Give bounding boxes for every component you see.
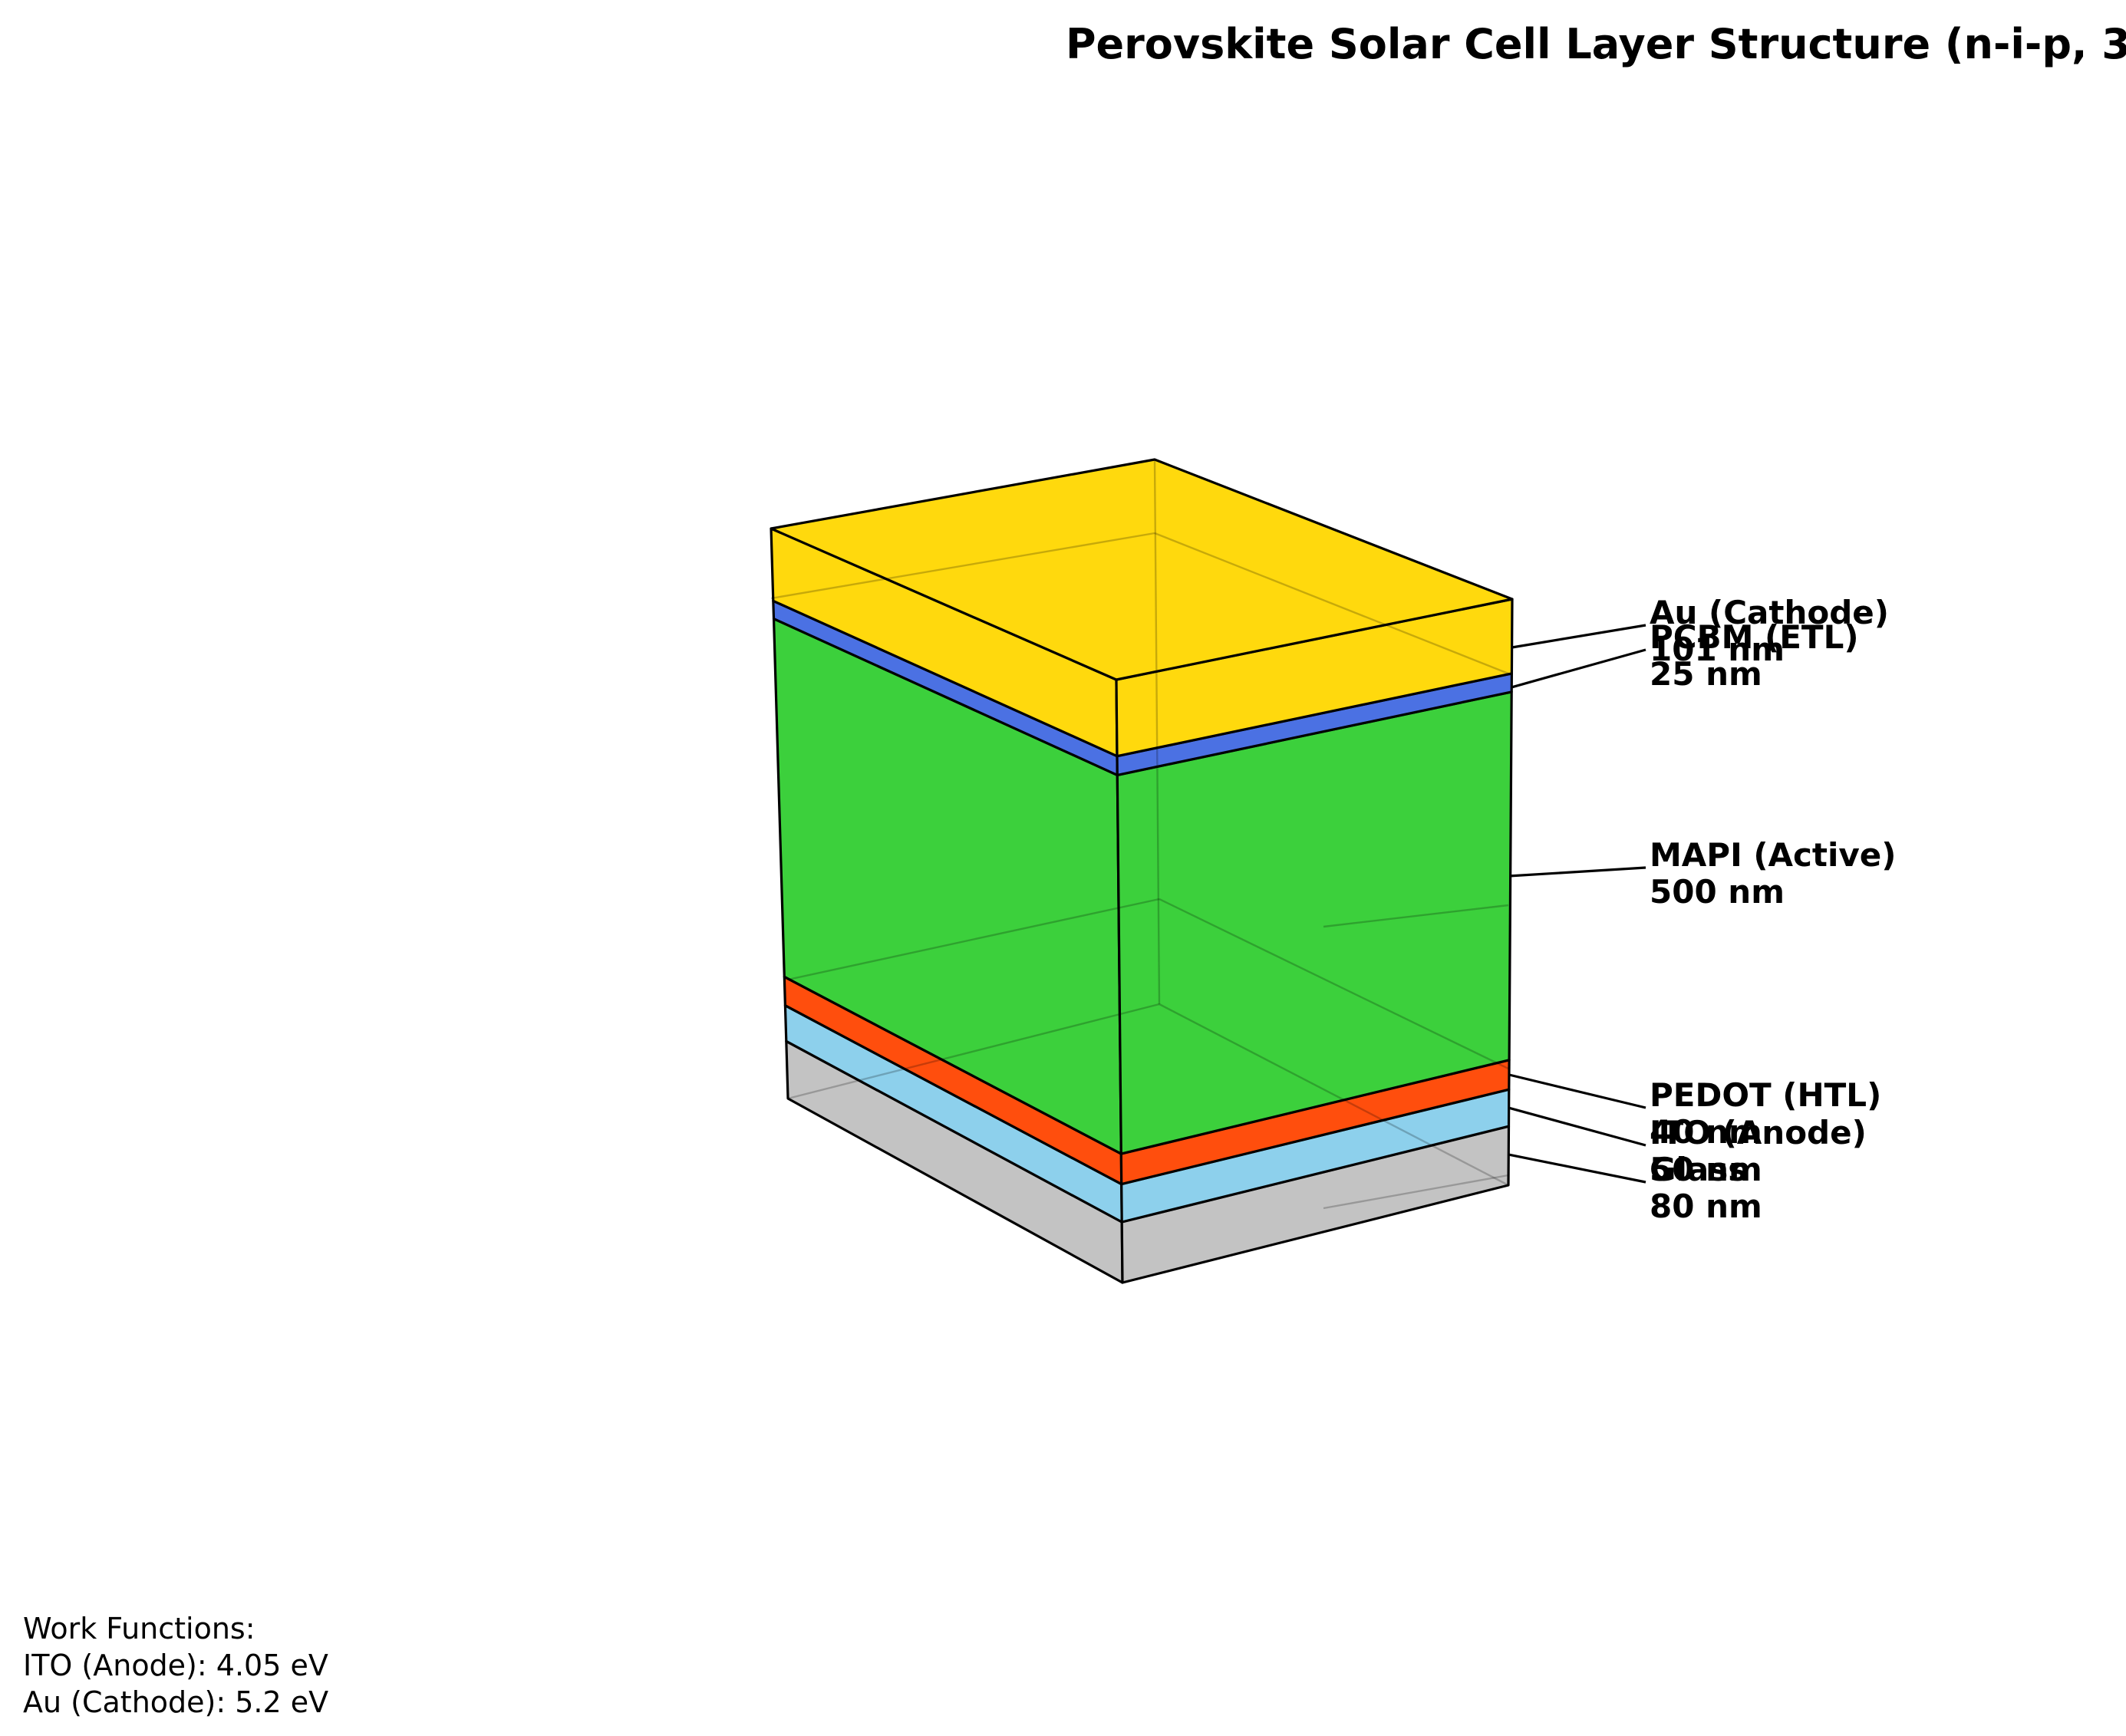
label-au: Au (Cathode) 101 nm	[1650, 594, 1889, 668]
hidden-edge-3	[787, 898, 1160, 981]
label-mapi-thickness: 500 nm	[1650, 873, 1785, 911]
label-mapi: MAPI (Active) 500 nm	[1650, 836, 1896, 911]
hidden-edge-5	[770, 532, 1155, 600]
label-ito-thickness: 50 nm	[1650, 1151, 1762, 1188]
hidden-edge-2	[1159, 1003, 1509, 1187]
hidden-edge-8	[1323, 1174, 1509, 1210]
label-au-thickness: 101 nm	[1650, 631, 1785, 668]
layer-au	[770, 458, 1514, 758]
label-au-name: Au (Cathode)	[1650, 594, 1889, 631]
label-glass: Glass 80 nm	[1650, 1151, 1762, 1225]
hidden-edge-4	[1159, 898, 1509, 1070]
label-pcbm-name: PCBM (ETL)	[1650, 618, 1859, 656]
label-pedot: PEDOT (HTL) 40 nm	[1650, 1076, 1881, 1151]
leader-line-pcbm	[1511, 648, 1646, 689]
diagram-title: Perovskite Solar Cell Layer Structure (n…	[1066, 20, 2126, 68]
layer-au-top-face	[770, 458, 1514, 681]
leader-line-pedot	[1508, 1073, 1646, 1109]
hidden-edge-0	[1153, 459, 1161, 1005]
layer-stack	[770, 458, 1514, 1284]
leader-line-glass	[1508, 1153, 1646, 1184]
work-function-anode: ITO (Anode): 4.05 eV	[23, 1649, 328, 1682]
label-glass-name: Glass	[1650, 1151, 1747, 1188]
label-pcbm-thickness: 25 nm	[1650, 655, 1762, 693]
label-ito: ITO (Anode) 50 nm	[1650, 1114, 1867, 1188]
work-functions-heading: Work Functions:	[23, 1612, 255, 1645]
label-glass-thickness: 80 nm	[1650, 1188, 1762, 1225]
hidden-edge-1	[787, 1003, 1160, 1100]
leader-line-ito	[1508, 1106, 1646, 1147]
layer-pedot	[783, 975, 1511, 1186]
label-pedot-name: PEDOT (HTL)	[1650, 1076, 1881, 1114]
hidden-edge-6	[1154, 532, 1513, 677]
layer-leader-lines	[1508, 624, 1646, 1184]
layer-glass	[785, 1039, 1511, 1284]
label-ito-name: ITO (Anode)	[1650, 1114, 1867, 1151]
label-pcbm: PCBM (ETL) 25 nm	[1650, 618, 1859, 693]
hidden-edges	[770, 459, 1513, 1210]
label-pedot-thickness: 40 nm	[1650, 1113, 1762, 1151]
leader-line-mapi	[1510, 866, 1646, 878]
hidden-edge-7	[1323, 904, 1509, 928]
work-functions-note: Work Functions: ITO (Anode): 4.05 eV Au …	[23, 1612, 328, 1719]
leader-line-au	[1511, 624, 1646, 649]
work-function-cathode: Au (Cathode): 5.2 eV	[23, 1685, 328, 1719]
label-mapi-name: MAPI (Active)	[1650, 836, 1896, 874]
